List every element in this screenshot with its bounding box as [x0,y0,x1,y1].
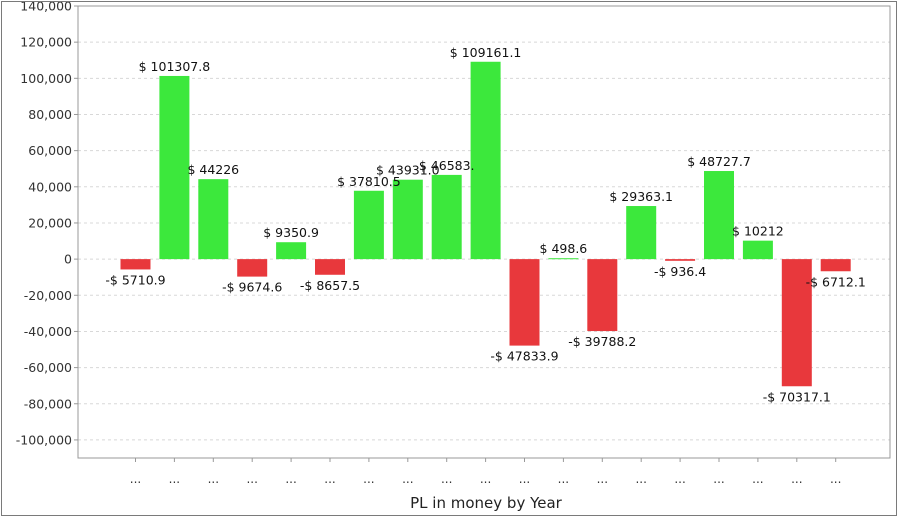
y-tick-label: -60,000 [24,360,72,375]
x-axis-title: PL in money by Year [410,494,563,512]
bar [781,259,812,387]
data-label: $ 44226 [187,162,239,177]
y-tick-label: 0 [64,252,72,267]
y-tick-label: 140,000 [20,2,72,14]
bar [120,259,151,270]
bars [120,61,851,387]
data-label: $ 37810.5 [337,174,401,189]
y-tick-label: 60,000 [28,143,72,158]
data-label: $ 498.6 [540,241,588,256]
x-tick-label: ... [246,472,257,486]
x-axis-ticks: ........................................… [130,458,841,486]
x-tick-label: ... [441,472,452,486]
bar [237,259,268,277]
bar [276,242,307,260]
data-label: $ 29363.1 [609,189,673,204]
axes [77,5,891,459]
x-tick-label: ... [674,472,685,486]
bar [704,171,734,260]
y-tick-label: 80,000 [28,107,72,122]
bar [742,240,773,260]
data-label: $ 101307.8 [139,59,211,74]
data-label: -$ 9674.6 [222,280,282,295]
bar [353,190,384,260]
x-tick-label: ... [635,472,646,486]
data-label: -$ 47833.9 [490,349,558,364]
data-label: $ 48727.7 [687,154,751,169]
bar [820,259,851,272]
bar [198,179,229,260]
data-label: $ 109161.1 [450,45,522,60]
x-tick-label: ... [830,472,841,486]
data-label: -$ 70317.1 [763,389,831,404]
y-tick-label: 100,000 [20,71,72,86]
data-label: -$ 6712.1 [806,274,866,289]
y-tick-label: 20,000 [28,215,72,230]
data-label: -$ 8657.5 [300,278,360,293]
x-tick-label: ... [791,472,802,486]
y-tick-label: 120,000 [20,35,72,50]
bar [509,259,540,346]
bar [665,259,696,261]
data-label: -$ 936.4 [654,264,706,279]
data-label: -$ 5710.9 [105,272,165,287]
data-label: $ 46583. [419,158,475,173]
bar [626,206,657,260]
x-tick-label: ... [713,472,724,486]
x-tick-label: ... [324,472,335,486]
y-tick-label: -80,000 [24,396,72,411]
data-label: $ 10212 [732,224,784,239]
x-tick-label: ... [208,472,219,486]
plot-border [77,5,891,459]
data-label: -$ 39788.2 [568,334,636,349]
x-tick-label: ... [558,472,569,486]
bar [431,174,462,260]
bar [159,75,190,260]
x-tick-label: ... [480,472,491,486]
x-tick-label: ... [519,472,530,486]
x-tick-label: ... [363,472,374,486]
data-label: $ 43931.0 [376,163,440,178]
x-tick-label: ... [402,472,413,486]
y-axis-ticks: 140,000 120,000 100,000 80,000 60,000 40,000 2… [16,2,78,447]
y-tick-label: -100,000 [16,432,72,447]
bar [587,259,618,332]
data-labels: -$ 5710.9 $ 101307.8 $ 44226 -$ 9674.6 $ 935… [105,45,865,404]
y-tick-label: 40,000 [28,179,72,194]
x-tick-label: ... [130,472,141,486]
x-tick-label: ... [285,472,296,486]
y-tick-label: -20,000 [24,288,72,303]
y-tick-label: -40,000 [24,324,72,339]
x-tick-label: ... [597,472,608,486]
bar [470,61,501,260]
data-label: $ 9350.9 [263,225,319,240]
bar [315,259,345,275]
bar [548,258,579,260]
x-tick-label: ... [169,472,180,486]
x-tick-label: ... [752,472,763,486]
bar [392,179,423,260]
